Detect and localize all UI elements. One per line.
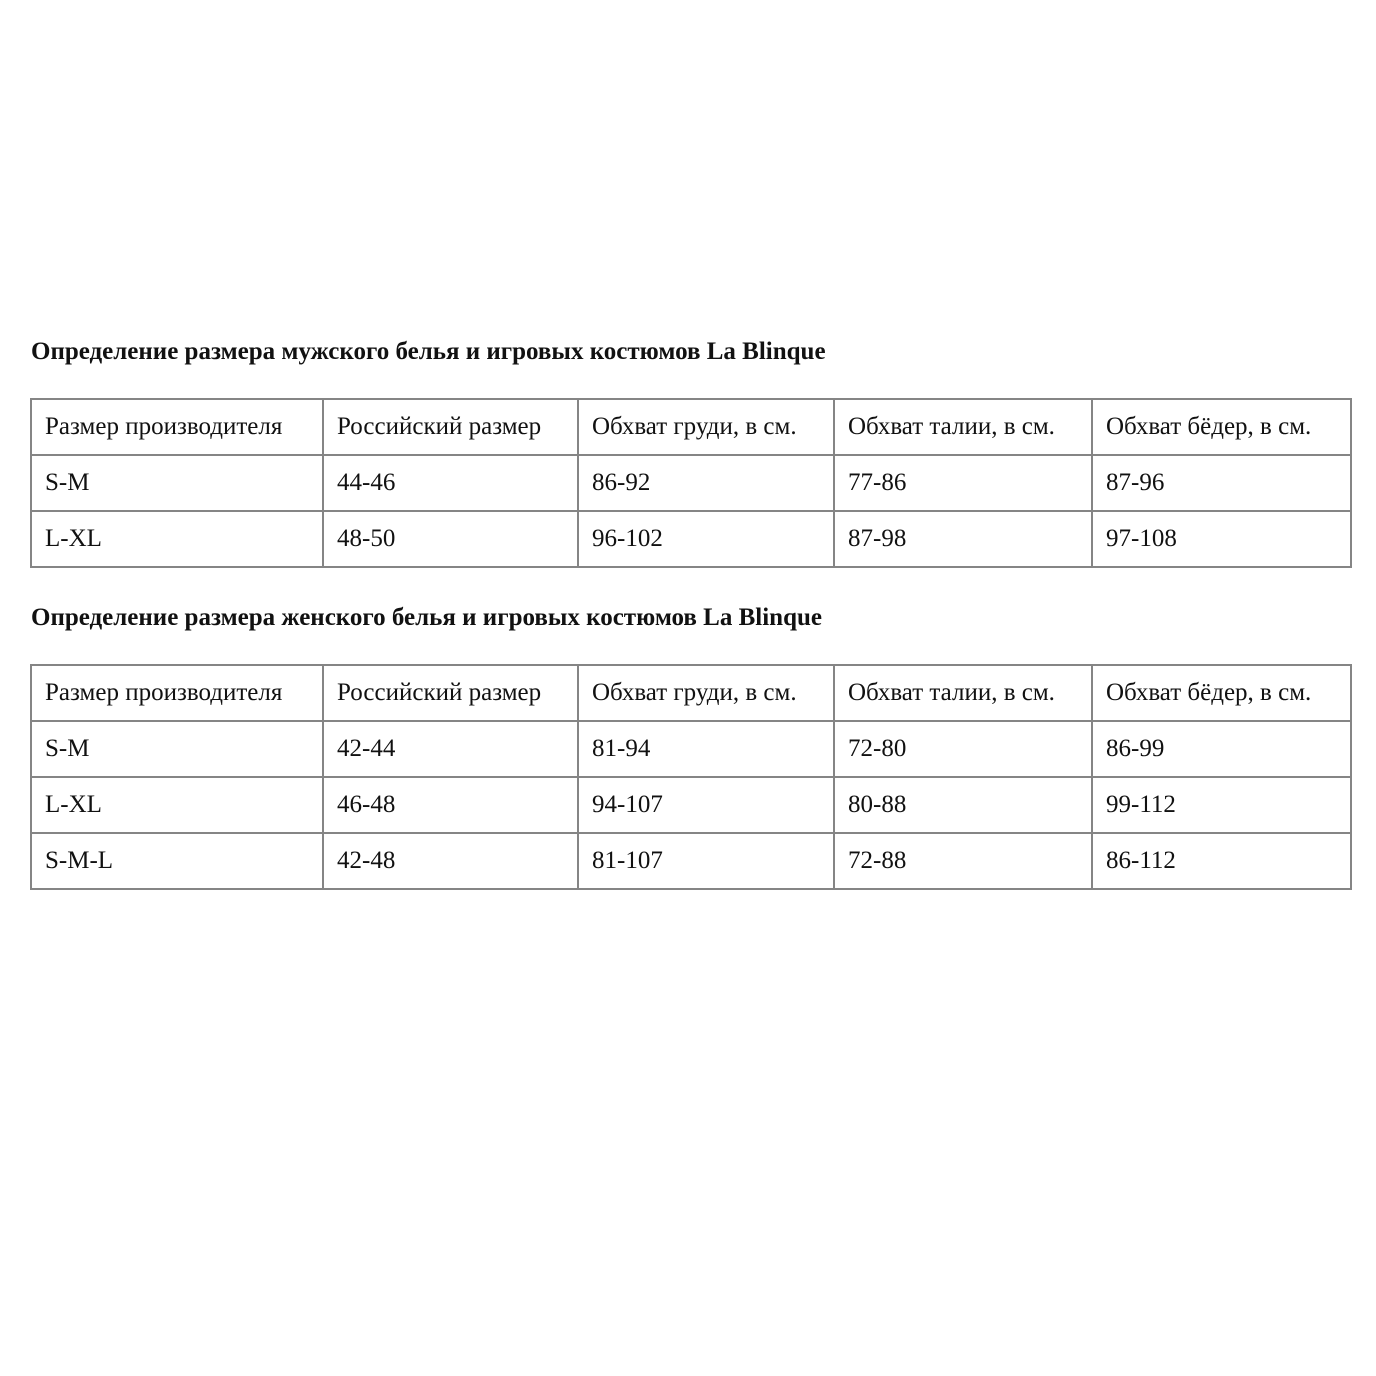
- table-cell: 87-98: [833, 510, 1093, 568]
- table-cell: 42-48: [322, 832, 579, 890]
- table-cell: 96-102: [577, 510, 835, 568]
- table-cell: 86-112: [1091, 832, 1352, 890]
- table-row: L-XL 48-50 96-102 87-98 97-108: [30, 510, 1352, 568]
- table-row: L-XL 46-48 94-107 80-88 99-112: [30, 776, 1352, 834]
- header-cell: Обхват талии, в см.: [833, 398, 1093, 456]
- header-cell: Обхват талии, в см.: [833, 664, 1093, 722]
- header-cell: Российский размер: [322, 398, 579, 456]
- men-size-title: Определение размера мужского белья и игр…: [31, 338, 826, 365]
- table-cell: 86-99: [1091, 720, 1352, 778]
- table-cell: S-M: [30, 454, 324, 512]
- header-cell: Российский размер: [322, 664, 579, 722]
- header-cell: Обхват бёдер, в см.: [1091, 398, 1352, 456]
- table-cell: 72-88: [833, 832, 1093, 890]
- women-size-table: Размер производителя Российский размер О…: [30, 664, 1352, 890]
- table-row: S-M-L 42-48 81-107 72-88 86-112: [30, 832, 1352, 890]
- header-cell: Обхват груди, в см.: [577, 664, 835, 722]
- table-cell: 42-44: [322, 720, 579, 778]
- table-row: S-M 44-46 86-92 77-86 87-96: [30, 454, 1352, 512]
- table-header-row: Размер производителя Российский размер О…: [30, 398, 1352, 456]
- table-cell: L-XL: [30, 510, 324, 568]
- table-cell: 44-46: [322, 454, 579, 512]
- men-size-table: Размер производителя Российский размер О…: [30, 398, 1352, 568]
- table-cell: 94-107: [577, 776, 835, 834]
- header-cell: Размер производителя: [30, 664, 324, 722]
- women-size-title: Определение размера женского белья и игр…: [31, 604, 822, 631]
- table-cell: S-M-L: [30, 832, 324, 890]
- table-cell: L-XL: [30, 776, 324, 834]
- table-cell: 81-107: [577, 832, 835, 890]
- header-cell: Обхват груди, в см.: [577, 398, 835, 456]
- table-cell: 97-108: [1091, 510, 1352, 568]
- table-cell: 87-96: [1091, 454, 1352, 512]
- table-cell: 46-48: [322, 776, 579, 834]
- table-cell: 72-80: [833, 720, 1093, 778]
- header-cell: Обхват бёдер, в см.: [1091, 664, 1352, 722]
- table-cell: S-M: [30, 720, 324, 778]
- table-row: S-M 42-44 81-94 72-80 86-99: [30, 720, 1352, 778]
- table-cell: 86-92: [577, 454, 835, 512]
- table-cell: 80-88: [833, 776, 1093, 834]
- table-cell: 48-50: [322, 510, 579, 568]
- table-header-row: Размер производителя Российский размер О…: [30, 664, 1352, 722]
- table-cell: 81-94: [577, 720, 835, 778]
- table-cell: 99-112: [1091, 776, 1352, 834]
- table-cell: 77-86: [833, 454, 1093, 512]
- header-cell: Размер производителя: [30, 398, 324, 456]
